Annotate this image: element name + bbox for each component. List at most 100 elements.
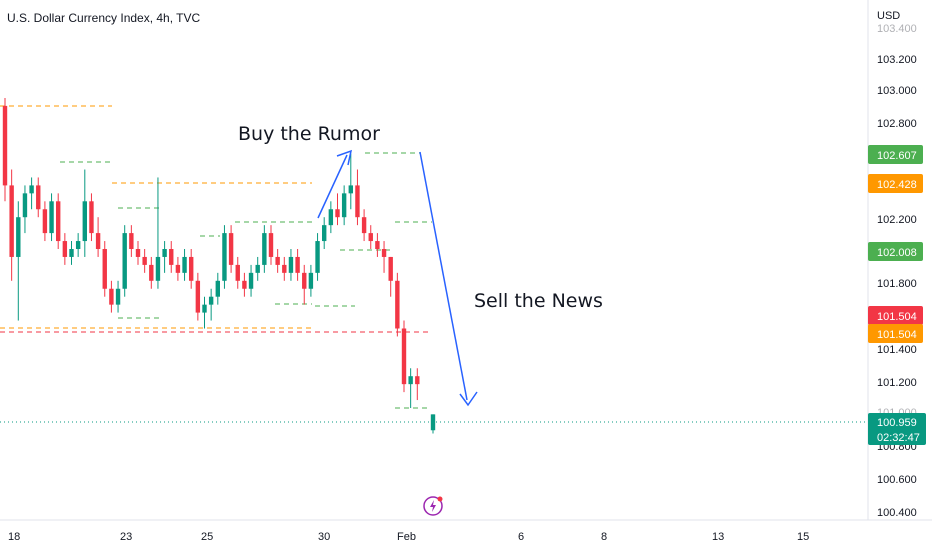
candle-body [102,249,107,289]
chart-title: U.S. Dollar Currency Index, 4h, TVC [7,11,201,25]
candle-body [430,414,436,431]
price-axis[interactable]: USD 103.400 103.200 103.000 102.800 102.… [877,10,917,519]
date-tick: 6 [518,531,524,543]
candle-body [149,264,154,281]
candle-body [189,256,194,281]
candle-body [115,288,121,305]
candle-body [388,256,393,281]
price-tick: 102.800 [877,118,917,130]
candle-body [202,304,207,313]
sell-arrow [419,151,468,401]
price-tick: 100.600 [877,474,917,486]
date-tick: 23 [120,531,132,543]
candle-body [381,249,387,257]
time-axis[interactable]: 18 23 25 30 Feb 6 8 13 15 [8,531,809,543]
current-price-badge: 100.959 [877,417,917,429]
candle-body [395,280,400,329]
date-tick: 13 [712,531,724,543]
price-tick: 100.400 [877,507,917,519]
candle-body [315,241,320,273]
candle-body [408,376,413,385]
candle-body [355,185,360,218]
candles [2,97,436,434]
candle-body [2,105,8,186]
candle-body [295,256,300,273]
price-tick: 103.200 [877,54,917,66]
badge-bg [868,145,923,164]
sell-arrow-head [459,391,478,407]
date-tick: Feb [397,531,416,543]
candle-body [16,217,21,257]
candle-body [49,201,54,234]
candle-body [368,233,373,242]
annotation-arrows [317,149,478,407]
countdown-badge: 02:32:47 [877,432,920,444]
price-badge: 102.008 [877,247,917,259]
level-lines [0,105,432,409]
badge-bg [868,242,923,261]
date-tick: 30 [318,531,330,543]
buy-arrow-head [336,149,353,166]
candle-body [56,201,61,242]
candle-body [282,264,287,273]
candle-body [302,272,307,289]
candle-body [341,193,347,218]
candle-body [95,233,101,249]
price-badge: 102.428 [877,179,917,191]
candle-body [175,264,181,273]
candle-body [361,217,367,234]
candle-body [162,249,167,257]
candle-body [89,201,94,234]
candle-body [235,264,240,281]
badge-bg [868,306,923,325]
candle-body [248,272,254,289]
candle-body [335,209,340,218]
candle-body [155,256,161,281]
date-tick: 8 [601,531,607,543]
price-badge: 101.504 [877,329,917,341]
lightning-event-icon[interactable] [423,496,443,516]
candle-body [36,185,41,210]
candle-body [22,193,28,218]
candle-body [255,264,260,273]
candle-body [42,209,48,234]
candle-body [82,201,87,242]
candle-body [62,241,68,257]
candle-body [29,185,34,194]
candle-body [415,376,420,385]
candle-body [169,249,174,265]
price-badges: 102.607 102.428 102.008 101.504 101.504 … [868,145,926,445]
price-tick: 102.200 [877,214,917,226]
candle-body [328,209,334,226]
date-tick: 15 [797,531,809,543]
candle-body [182,256,187,273]
candle-body [129,233,134,249]
price-tick: 103.400 [877,23,917,35]
candle-body [208,296,214,305]
candle-body [122,233,127,289]
candle-body [288,256,294,273]
candle-body [75,241,81,249]
candle-body [142,256,147,265]
date-tick: 25 [201,531,213,543]
candle-body [375,241,380,249]
candle-body [348,185,353,194]
candle-body [228,233,234,265]
price-badge: 102.607 [877,150,917,162]
price-tick: 101.800 [877,278,917,290]
annotation-sell-the-news: Sell the News [474,290,603,312]
date-tick: 18 [8,531,20,543]
badge-bg [868,324,923,343]
candle-body [275,256,280,265]
candle-body [215,280,220,297]
candle-body [109,288,114,305]
price-tick: 103.000 [877,85,917,97]
buy-arrow [317,154,348,219]
candle-body [242,280,247,289]
annotation-buy-the-rumor: Buy the Rumor [238,123,380,145]
candle-body [69,249,74,257]
candle-body [222,233,227,281]
candle-body [195,280,201,313]
badge-bg [868,174,923,193]
